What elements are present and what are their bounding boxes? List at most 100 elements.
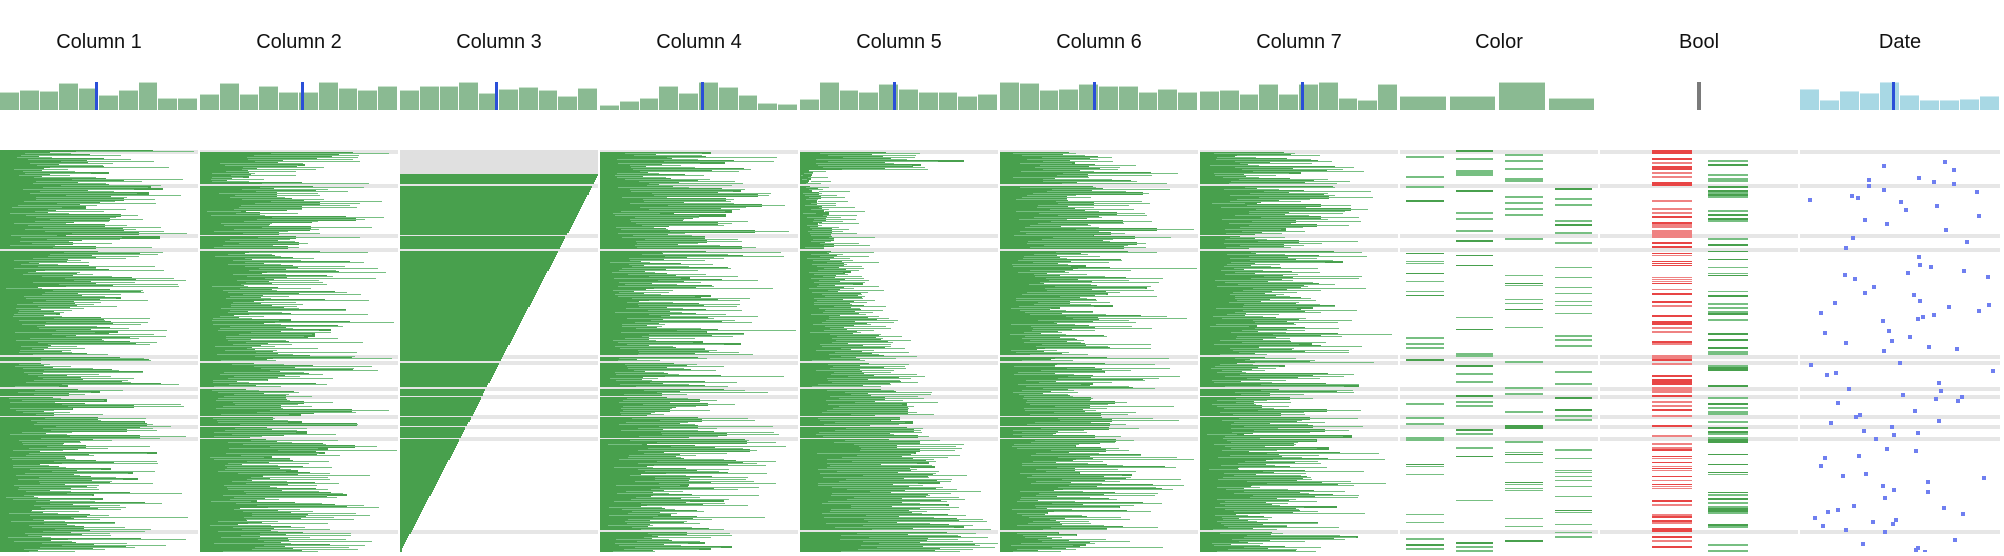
column-header[interactable]: Bool xyxy=(1678,31,1720,53)
row-bar xyxy=(800,236,832,239)
row-bar-range xyxy=(877,546,995,548)
row-bar-range xyxy=(214,255,281,257)
null-row xyxy=(1600,150,1798,154)
row-bar-range xyxy=(843,157,915,159)
null-row xyxy=(400,184,598,189)
row-bar-range xyxy=(29,468,101,470)
row-bar-range xyxy=(651,193,771,195)
row-bar xyxy=(200,232,279,235)
row-bar-range xyxy=(824,329,875,331)
row-bar xyxy=(800,351,862,354)
column-header[interactable]: Column 7 xyxy=(1256,31,1342,53)
row-bar-range xyxy=(610,261,650,263)
row-bar-range xyxy=(810,235,831,237)
row-bar-range xyxy=(1057,215,1147,217)
null-row xyxy=(800,529,998,534)
column-header[interactable]: Column 3 xyxy=(456,31,542,53)
row-bar xyxy=(200,196,255,199)
row-bar-range xyxy=(1213,528,1277,530)
category-mark xyxy=(1455,373,1493,375)
row-bar-range xyxy=(10,213,70,215)
row-bar xyxy=(400,397,482,400)
category-mark xyxy=(1455,264,1493,267)
row-bar-range xyxy=(259,187,364,189)
column-column-5[interactable]: Column 5 xyxy=(800,0,998,556)
row-bar-range xyxy=(37,165,104,167)
row-bar-range xyxy=(865,514,967,516)
row-bar-range xyxy=(642,225,724,227)
category-mark xyxy=(1505,208,1543,210)
row-bar-range xyxy=(15,366,71,368)
bool-false-mark xyxy=(1652,469,1692,472)
column-column-6[interactable]: Column 6 xyxy=(1000,0,1198,556)
row-bar-range xyxy=(832,341,894,343)
row-bar-range xyxy=(43,227,161,229)
row-bar-range xyxy=(236,213,298,215)
row-bar-range xyxy=(32,183,106,185)
column-header[interactable]: Column 2 xyxy=(256,31,342,53)
row-bar-range xyxy=(274,321,394,323)
row-bar-range xyxy=(619,281,701,283)
row-bar xyxy=(0,270,37,273)
row-bar-range xyxy=(253,155,360,157)
row-bar-range xyxy=(825,325,887,327)
row-bar-range xyxy=(10,235,57,237)
date-point xyxy=(1871,519,1876,524)
row-bar-range xyxy=(215,345,276,347)
bool-true-mark xyxy=(1708,250,1748,253)
column-column-2[interactable]: Column 2 xyxy=(200,0,398,556)
column-histogram xyxy=(1400,82,1598,110)
row-bar-range xyxy=(240,534,352,536)
row-bar-range xyxy=(35,197,128,199)
column-header[interactable]: Column 4 xyxy=(656,31,742,53)
row-bar-range xyxy=(821,293,863,295)
column-header[interactable]: Column 5 xyxy=(856,31,942,53)
category-mark xyxy=(1406,403,1444,405)
column-header[interactable]: Column 1 xyxy=(56,31,142,53)
row-bar xyxy=(400,505,425,509)
row-bar xyxy=(400,324,519,328)
column-header[interactable]: Date xyxy=(1878,31,1922,53)
row-bar-range xyxy=(39,480,113,482)
column-color[interactable]: Color xyxy=(1400,0,1598,556)
date-point xyxy=(1824,373,1829,378)
row-bar-range xyxy=(234,209,303,211)
row-bar-range xyxy=(250,440,339,442)
bool-true-mark xyxy=(1708,427,1748,430)
row-bar xyxy=(400,541,406,545)
row-bar xyxy=(200,527,274,531)
row-bar xyxy=(400,503,426,507)
row-bar xyxy=(400,417,471,420)
column-header[interactable]: Color xyxy=(1475,31,1523,53)
date-point xyxy=(1881,483,1885,488)
row-bar-range xyxy=(630,259,705,261)
row-bar xyxy=(600,166,646,169)
date-point xyxy=(1828,421,1833,426)
row-bar-range xyxy=(808,189,823,191)
row-bar xyxy=(600,156,707,159)
bool-false-mark xyxy=(1652,521,1692,524)
row-bar xyxy=(400,348,507,352)
row-bar xyxy=(0,274,74,277)
column-header[interactable]: Column 6 xyxy=(1056,31,1142,53)
column-column-7[interactable]: Column 7 xyxy=(1200,0,1398,556)
column-column-4[interactable]: Column 4 xyxy=(600,0,798,556)
row-bar-range xyxy=(622,406,697,408)
row-bar-range xyxy=(826,378,911,380)
row-bar-range xyxy=(635,245,720,247)
row-bar xyxy=(400,523,415,527)
date-point xyxy=(1890,338,1895,343)
row-bar-range xyxy=(636,223,733,225)
date-point xyxy=(1863,290,1868,295)
column-bool[interactable]: Bool xyxy=(1600,0,1798,556)
row-bar-range xyxy=(839,538,959,540)
row-bar-range xyxy=(42,530,146,532)
row-bar xyxy=(200,282,272,285)
row-bar-range xyxy=(254,203,361,205)
column-column-1[interactable]: Column 1 xyxy=(0,0,198,556)
column-date[interactable]: Date xyxy=(1800,0,2000,556)
bool-true-mark xyxy=(1708,497,1748,500)
category-mark xyxy=(1505,302,1543,305)
column-column-3[interactable]: Column 3 xyxy=(400,0,598,556)
row-bar xyxy=(800,210,825,213)
